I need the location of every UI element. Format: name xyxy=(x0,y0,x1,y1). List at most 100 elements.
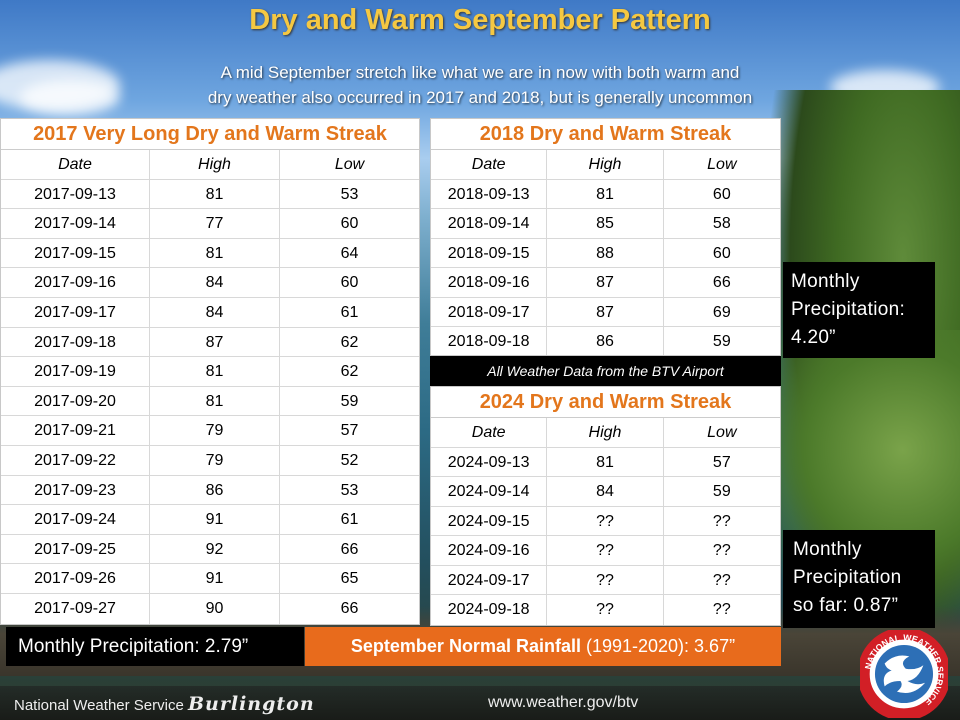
low-cell: ?? xyxy=(712,542,731,559)
low-cell: 53 xyxy=(340,481,359,499)
low-cell: 62 xyxy=(340,363,359,381)
date-cell: 2024-09-15 xyxy=(431,506,548,535)
precip-2018-box: Monthly Precipitation: 4.20” xyxy=(783,262,935,358)
low-cell: 57 xyxy=(712,453,731,471)
date-cell: 2017-09-26 xyxy=(1,564,150,593)
date-cell: 2017-09-22 xyxy=(1,445,150,475)
precip-value: so far: 0.87” xyxy=(793,595,899,616)
table-row: 2017-09-13 81 53 xyxy=(1,179,419,210)
table-row: 2017-09-26 91 65 xyxy=(1,564,419,594)
date-cell: 2017-09-24 xyxy=(1,505,150,534)
low-cell: 53 xyxy=(340,185,359,203)
table-row: 2018-09-15 88 60 xyxy=(431,238,780,268)
date-cell: 2018-09-18 xyxy=(431,327,548,355)
table-row: 2017-09-23 86 53 xyxy=(1,475,419,506)
column-header-high: High xyxy=(547,418,664,447)
table-row: 2018-09-16 87 66 xyxy=(431,268,780,298)
date-cell: 2024-09-18 xyxy=(431,595,548,625)
table-row: 2017-09-22 79 52 xyxy=(1,445,419,476)
low-cell: 64 xyxy=(340,244,359,262)
high-cell: 86 xyxy=(150,475,280,505)
normal-rainfall-banner: September Normal Rainfall (1991-2020): 3… xyxy=(305,627,781,666)
low-cell: 60 xyxy=(340,274,359,292)
low-cell: 61 xyxy=(340,303,359,321)
column-header-low: Low xyxy=(707,156,737,173)
high-cell: 91 xyxy=(150,505,280,534)
high-cell: 81 xyxy=(150,238,280,268)
agency-label: National Weather Service xyxy=(14,697,188,714)
precip-label-line: Precipitation: xyxy=(791,299,906,320)
subtitle-line: A mid September stretch like what we are… xyxy=(220,63,740,82)
precip-label-line: Monthly xyxy=(793,539,862,560)
column-header-row: Date High Low xyxy=(1,150,419,180)
low-cell: 58 xyxy=(712,215,731,232)
date-cell: 2018-09-14 xyxy=(431,209,548,238)
table-row: 2017-09-21 79 57 xyxy=(1,416,419,446)
table-heading: 2017 Very Long Dry and Warm Streak xyxy=(1,119,419,150)
low-cell: 60 xyxy=(712,185,731,203)
table-row: 2024-09-14 84 59 xyxy=(431,477,780,507)
date-cell: 2017-09-15 xyxy=(1,238,150,268)
high-cell: 84 xyxy=(150,268,280,297)
low-cell: ?? xyxy=(712,512,731,530)
low-cell: ?? xyxy=(712,571,731,589)
high-cell: 85 xyxy=(547,209,664,238)
high-cell: 81 xyxy=(150,179,280,209)
high-cell: 77 xyxy=(150,209,280,238)
table-heading: 2018 Dry and Warm Streak xyxy=(431,119,780,150)
low-cell: 65 xyxy=(340,570,359,588)
column-header-high: High xyxy=(547,150,664,179)
precip-value: 4.20” xyxy=(791,327,836,348)
date-cell: 2018-09-17 xyxy=(431,297,548,326)
high-cell: 88 xyxy=(547,238,664,267)
precip-2017-box: Monthly Precipitation: 2.79” xyxy=(6,627,304,666)
high-cell: 87 xyxy=(150,327,280,357)
table-row: 2017-09-27 90 66 xyxy=(1,593,419,624)
table-row: 2017-09-17 84 61 xyxy=(1,297,419,328)
table-row: 2017-09-14 77 60 xyxy=(1,209,419,239)
footer-bar: National Weather Service Burlington www.… xyxy=(0,686,960,720)
page-title: Dry and Warm September Pattern xyxy=(249,4,711,36)
date-cell: 2017-09-18 xyxy=(1,327,150,357)
column-header-low: Low xyxy=(707,424,737,441)
table-row: 2017-09-24 91 61 xyxy=(1,505,419,535)
high-cell: 84 xyxy=(150,297,280,327)
website-url[interactable]: www.weather.gov/btv xyxy=(488,694,639,711)
data-source-note: All Weather Data from the BTV Airport xyxy=(430,356,781,386)
low-cell: 52 xyxy=(340,451,359,469)
table-2018: 2018 Dry and Warm Streak Date High Low 2… xyxy=(430,118,781,356)
table-row: 2018-09-17 87 69 xyxy=(431,297,780,327)
column-header-date: Date xyxy=(1,150,150,179)
date-cell: 2017-09-13 xyxy=(1,179,150,209)
table-row: 2017-09-15 81 64 xyxy=(1,238,419,269)
date-cell: 2017-09-19 xyxy=(1,357,150,386)
high-cell: 87 xyxy=(547,268,664,297)
table-2024: 2024 Dry and Warm Streak Date High Low 2… xyxy=(430,386,781,626)
high-cell: ?? xyxy=(547,506,664,535)
table-row: 2018-09-18 86 59 xyxy=(431,327,780,355)
table-row: 2017-09-25 92 66 xyxy=(1,534,419,565)
high-cell: 87 xyxy=(547,297,664,326)
date-cell: 2017-09-21 xyxy=(1,416,150,445)
high-cell: 79 xyxy=(150,416,280,445)
column-header-low: Low xyxy=(334,156,365,173)
high-cell: 86 xyxy=(547,327,664,355)
column-header-high: High xyxy=(150,150,280,179)
date-cell: 2018-09-16 xyxy=(431,268,548,297)
table-row: 2024-09-18???? xyxy=(431,595,780,625)
date-cell: 2017-09-14 xyxy=(1,209,150,238)
high-cell: 81 xyxy=(150,386,280,416)
low-cell: 66 xyxy=(340,599,359,617)
table-2017: 2017 Very Long Dry and Warm Streak Date … xyxy=(0,118,420,625)
low-cell: 66 xyxy=(712,274,731,291)
low-cell: 59 xyxy=(340,392,359,410)
high-cell: 81 xyxy=(150,357,280,386)
low-cell: 59 xyxy=(712,483,731,500)
table-row: 2017-09-16 84 60 xyxy=(1,268,419,298)
high-cell: 79 xyxy=(150,445,280,475)
date-cell: 2024-09-13 xyxy=(431,447,548,476)
column-header-row: Date High Low xyxy=(431,150,780,180)
table-row: 2024-09-15???? xyxy=(431,506,780,536)
table-row: 2024-09-16???? xyxy=(431,536,780,566)
high-cell: 81 xyxy=(547,179,664,208)
